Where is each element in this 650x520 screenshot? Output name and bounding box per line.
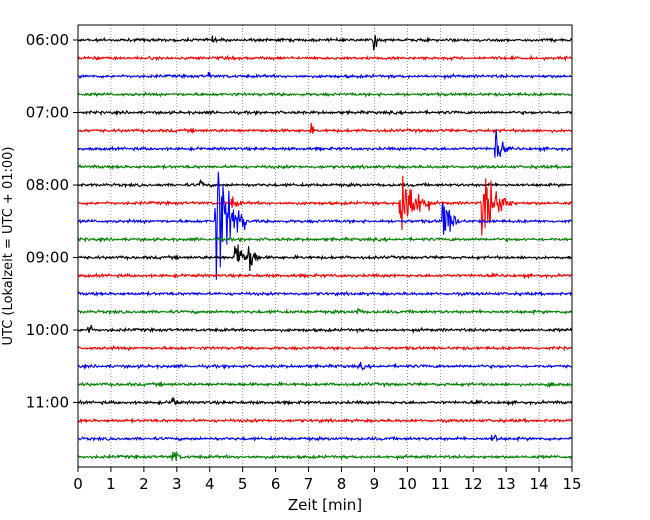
y-tick-label: 08:00 — [26, 176, 69, 194]
x-tick-label: 15 — [562, 475, 581, 493]
trace-line — [77, 175, 573, 236]
y-tick-label: 11:00 — [26, 394, 69, 412]
trace-line — [77, 54, 573, 62]
trace-line — [77, 163, 573, 171]
x-axis-ticks: 0 1 2 3 4 5 6 7 8 9 10 11 12 13 14 15 — [73, 467, 582, 493]
trace-line — [77, 396, 573, 407]
trace-line — [77, 235, 573, 244]
seismic-traces — [77, 35, 573, 468]
x-axis-label: Zeit [min] — [288, 496, 362, 514]
trace-line — [77, 290, 573, 298]
trace-line — [77, 434, 573, 443]
vertical-gridlines — [110, 25, 540, 467]
trace-line — [77, 91, 573, 98]
trace-line — [77, 344, 573, 352]
y-tick-label: 10:00 — [26, 321, 69, 339]
x-tick-label: 0 — [73, 475, 83, 493]
trace-line — [77, 307, 573, 316]
trace-line — [77, 71, 573, 81]
x-tick-label: 1 — [106, 475, 116, 493]
y-tick-label: 06:00 — [26, 31, 69, 49]
trace-line — [77, 171, 573, 280]
x-tick-label: 13 — [497, 475, 516, 493]
trace-line — [77, 324, 573, 334]
x-tick-label: 12 — [464, 475, 483, 493]
plot-frame — [77, 24, 573, 468]
trace-line — [77, 35, 573, 51]
x-tick-label: 14 — [530, 475, 549, 493]
y-tick-label: 09:00 — [26, 249, 69, 267]
x-tick-label: 8 — [337, 475, 347, 493]
trace-line — [77, 361, 573, 371]
x-tick-label: 2 — [139, 475, 149, 493]
x-tick-label: 10 — [398, 475, 417, 493]
x-tick-label: 6 — [271, 475, 281, 493]
x-tick-label: 4 — [205, 475, 215, 493]
x-tick-label: 3 — [172, 475, 182, 493]
x-tick-label: 9 — [370, 475, 380, 493]
trace-line — [77, 244, 573, 272]
trace-line — [77, 380, 573, 388]
trace-line — [77, 417, 573, 425]
x-tick-label: 7 — [304, 475, 314, 493]
y-tick-label: 07:00 — [26, 104, 69, 122]
x-tick-label: 11 — [431, 475, 450, 493]
x-tick-label: 5 — [238, 475, 248, 493]
trace-line — [77, 450, 573, 461]
y-axis-hour-ticks: 06:00 07:00 08:00 09:00 10:00 11:00 — [26, 31, 78, 412]
trace-line — [77, 122, 573, 135]
y-axis-label: UTC (Lokalzeit = UTC + 01:00) — [1, 147, 16, 346]
trace-line — [77, 108, 573, 117]
trace-line — [77, 272, 573, 280]
trace-line — [77, 129, 573, 158]
trace-line — [77, 178, 573, 189]
